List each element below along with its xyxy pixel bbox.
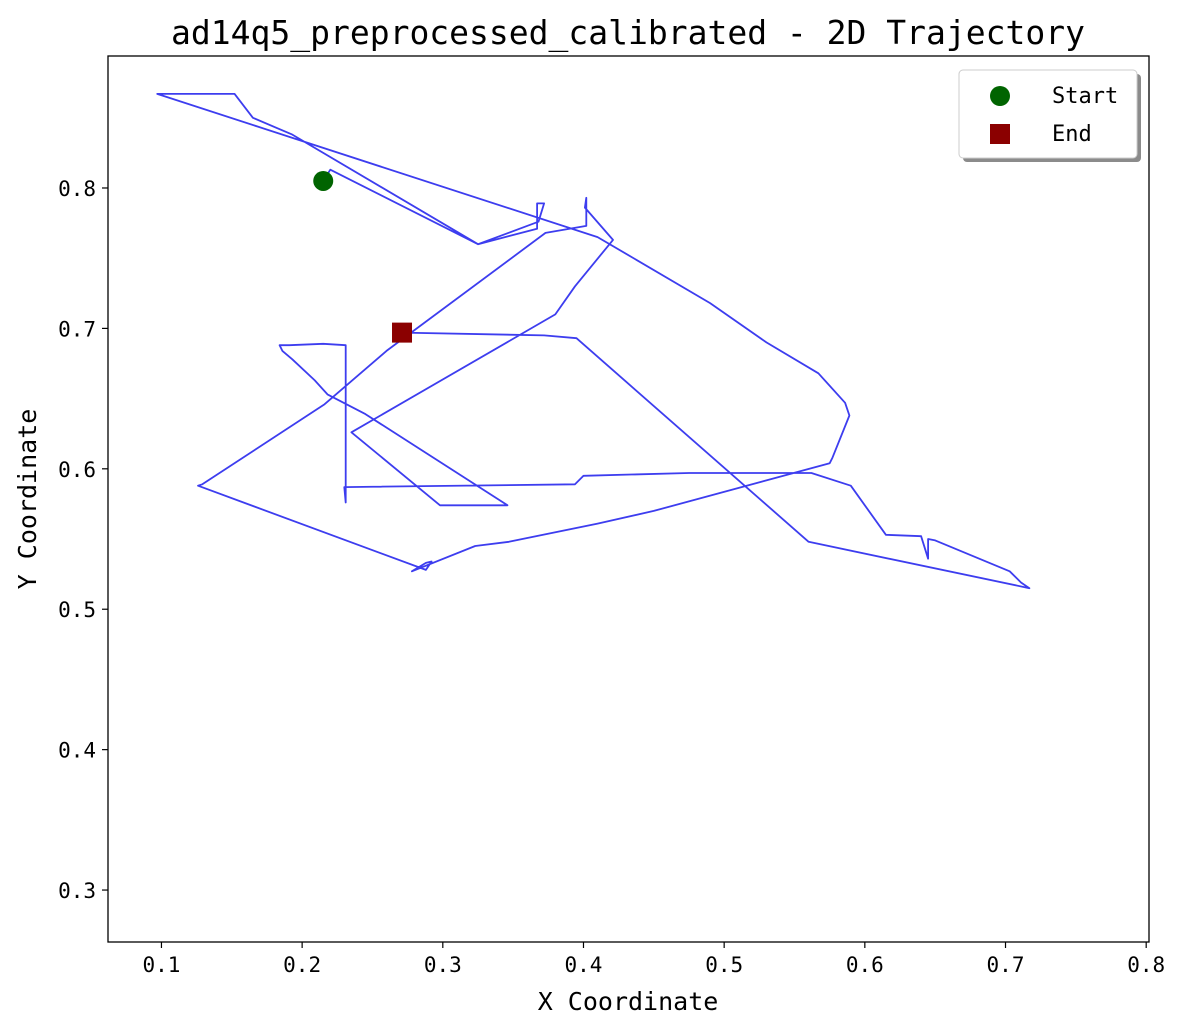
y-tick-label: 0.8 [58,177,96,201]
plot-frame [107,55,1150,943]
plot-area [156,93,1031,590]
x-axis: 0.1 0.2 0.3 0.4 0.5 0.6 0.7 0.8 [142,942,1165,977]
x-tick-label: 0.6 [846,953,884,977]
x-tick-label: 0.3 [424,953,462,977]
y-tick-label: 0.5 [58,598,96,622]
legend-end-label: End [1052,122,1092,147]
y-tick-label: 0.7 [58,317,96,341]
x-axis-label: X Coordinate [538,987,719,1016]
y-tick-label: 0.6 [58,458,96,482]
trajectory-line [156,93,1031,590]
y-tick-label: 0.3 [58,879,96,903]
end-marker [392,322,413,343]
legend: Start End [958,69,1141,162]
chart-title: ad14q5_preprocessed_calibrated - 2D Traj… [171,13,1085,53]
x-tick-label: 0.5 [705,953,743,977]
x-tick-label: 0.1 [142,953,180,977]
y-axis-label: Y Coordinate [13,409,42,590]
y-tick-label: 0.4 [58,739,96,763]
x-tick-label: 0.8 [1127,953,1165,977]
x-tick-label: 0.4 [565,953,603,977]
start-marker [313,170,334,191]
x-tick-label: 0.7 [987,953,1025,977]
legend-end-marker [990,124,1010,144]
legend-start-marker [990,86,1010,106]
x-tick-label: 0.2 [283,953,321,977]
legend-start-label: Start [1052,84,1118,109]
y-axis: 0.3 0.4 0.5 0.6 0.7 0.8 [58,177,108,903]
